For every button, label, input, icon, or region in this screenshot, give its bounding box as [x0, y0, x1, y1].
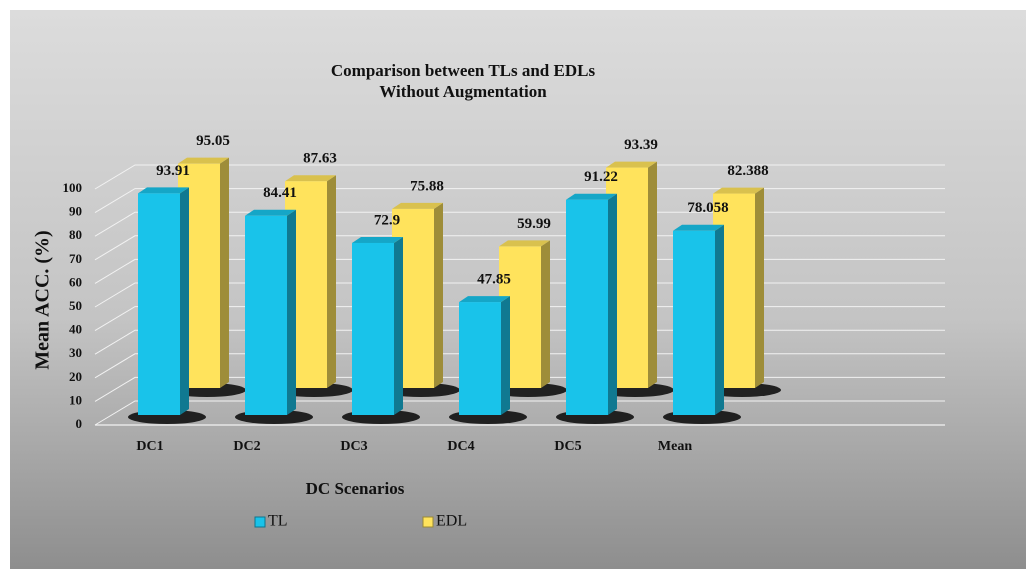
legend-label: TL — [268, 513, 288, 530]
bar-side — [434, 202, 443, 388]
bar-front — [352, 242, 394, 415]
bar-top — [713, 187, 764, 194]
bar-side — [755, 187, 764, 388]
data-label: 93.39 — [624, 137, 658, 153]
bar-top — [459, 296, 510, 303]
x-tick-label: DC5 — [554, 439, 581, 454]
legend-label: EDL — [436, 513, 467, 530]
data-label: 47.85 — [477, 272, 511, 288]
y-tick-label: 30 — [69, 345, 82, 360]
data-label: 59.99 — [517, 216, 551, 232]
bar-top — [245, 209, 296, 216]
grid-line — [94, 188, 945, 214]
x-tick-label: DC1 — [136, 439, 163, 454]
data-label: 84.41 — [263, 185, 297, 201]
bar-front — [138, 193, 180, 415]
bar — [449, 296, 527, 424]
bar-side — [501, 296, 510, 415]
bar-top — [392, 202, 443, 209]
y-tick-label: 50 — [69, 298, 82, 313]
bar-side — [287, 209, 296, 415]
bar-side — [541, 240, 550, 388]
y-tick-label: 100 — [63, 180, 83, 195]
bar-top — [352, 236, 403, 243]
bar-side — [715, 224, 724, 415]
legend-swatch — [254, 516, 266, 528]
bar-side — [608, 193, 617, 415]
bar-front — [245, 215, 287, 415]
bar — [128, 187, 206, 424]
data-label: 78.058 — [687, 200, 728, 216]
y-axis-label: Mean ACC. (%) — [32, 230, 54, 369]
x-tick-label: DC2 — [233, 439, 260, 454]
bar-top — [178, 157, 229, 164]
bar-front — [566, 199, 608, 415]
bar-side — [180, 187, 189, 415]
y-tick-label: 60 — [69, 274, 82, 289]
x-tick-label: Mean — [658, 439, 692, 454]
bar-side — [394, 236, 403, 415]
bar-top — [138, 187, 189, 194]
data-label: 82.388 — [727, 163, 768, 179]
data-label: 91.22 — [584, 169, 618, 185]
y-tick-label: 40 — [69, 322, 82, 337]
bar — [235, 209, 313, 424]
x-tick-label: DC4 — [447, 439, 474, 454]
bar-side — [327, 175, 336, 388]
chart-subtitle: Without Augmentation — [379, 82, 547, 101]
grid-line — [94, 164, 945, 190]
bar-side — [220, 157, 229, 388]
x-axis-label: DC Scenarios — [306, 479, 405, 498]
data-label: 72.9 — [374, 212, 400, 228]
bar-top — [499, 240, 550, 247]
y-tick-label: 10 — [69, 392, 82, 407]
bar-top — [566, 193, 617, 200]
y-tick-label: 0 — [76, 416, 83, 431]
bar — [342, 236, 420, 424]
data-label: 93.91 — [156, 163, 190, 179]
y-tick-label: 80 — [69, 227, 82, 242]
y-tick-label: 20 — [69, 369, 82, 384]
legend-swatch — [422, 516, 434, 528]
bar — [556, 193, 634, 424]
y-tick-label: 70 — [69, 251, 82, 266]
bar — [663, 224, 741, 424]
bar-front — [459, 302, 501, 415]
bar-top — [606, 161, 657, 168]
bar-top — [673, 224, 724, 231]
chart-title: Comparison between TLs and EDLs — [331, 61, 596, 80]
x-tick-label: DC3 — [340, 439, 367, 454]
bar-side — [648, 161, 657, 388]
bar-front — [673, 230, 715, 415]
grid-line — [94, 211, 945, 237]
data-label: 95.05 — [196, 133, 230, 149]
data-label: 75.88 — [410, 178, 444, 194]
data-label: 87.63 — [303, 151, 337, 167]
bar-top — [285, 175, 336, 182]
y-tick-label: 90 — [69, 204, 82, 219]
